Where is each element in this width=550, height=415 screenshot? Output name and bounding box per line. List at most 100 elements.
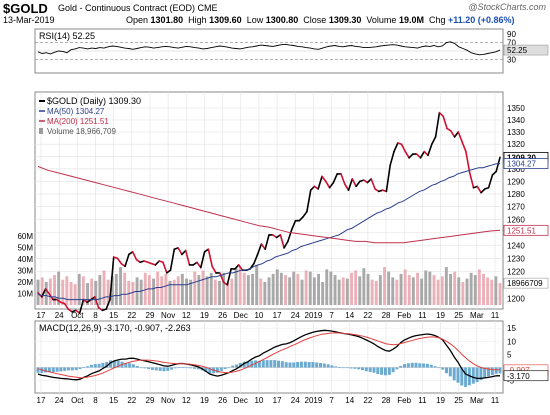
volume-bar xyxy=(411,277,415,305)
gold-price-segment xyxy=(419,150,426,159)
macd-histogram-bar xyxy=(139,367,143,369)
volume-bar xyxy=(387,271,391,305)
gold-price-segment xyxy=(131,251,138,261)
macd-histogram-bar xyxy=(353,367,357,369)
volume-bar xyxy=(61,279,65,305)
volume-bar xyxy=(366,273,370,305)
gold-price-segment xyxy=(461,141,467,153)
macd-histogram-bar xyxy=(97,363,101,368)
volume-bar xyxy=(193,271,197,305)
macd-histogram-bar xyxy=(429,364,433,368)
macd-histogram-bar xyxy=(143,367,147,369)
volume-bar xyxy=(350,272,353,305)
rsi-tick-label: 90 xyxy=(507,30,516,39)
volume-bar xyxy=(139,279,143,305)
volume-bar xyxy=(354,270,358,305)
macd-histogram-bar xyxy=(380,367,384,375)
volume-bar xyxy=(81,276,85,306)
gold-price-segment xyxy=(237,264,244,272)
macd-histogram-bar xyxy=(498,367,502,374)
volume-tick-label: 60M xyxy=(17,232,33,241)
volume-bar xyxy=(325,269,329,305)
volume-bar xyxy=(152,278,155,305)
macd-histogram-bar xyxy=(254,360,258,368)
volume-bar xyxy=(156,271,160,305)
macd-histogram-bar xyxy=(303,361,307,368)
macd-histogram-bar xyxy=(223,367,227,370)
price-x-tick-label: 10 xyxy=(254,311,263,320)
macd-histogram-bar xyxy=(437,367,441,369)
volume-bar xyxy=(407,275,411,305)
macd-histogram-bar xyxy=(215,367,219,373)
macd-histogram-bar xyxy=(124,363,128,368)
volume-bar xyxy=(498,283,502,305)
price-x-tick-label: Feb xyxy=(397,311,411,320)
macd-x-tick-label: 10 xyxy=(254,396,263,405)
macd-histogram-bar xyxy=(383,367,387,376)
gold-price-segment xyxy=(253,253,259,265)
gold-price-segment xyxy=(343,183,350,191)
macd-histogram-bar xyxy=(116,360,120,368)
macd-histogram-bar xyxy=(208,367,212,374)
macd-x-tick-label: 17 xyxy=(273,396,282,405)
gold-price-segment xyxy=(370,178,376,190)
volume-bar xyxy=(374,280,378,305)
volume-bar xyxy=(329,271,333,305)
macd-histogram-bar xyxy=(273,360,277,368)
macd-histogram-bar xyxy=(231,365,235,368)
signal-line xyxy=(37,332,500,379)
macd-histogram-bar xyxy=(338,367,342,368)
volume-bar xyxy=(94,280,98,305)
volume-bar xyxy=(403,269,407,305)
macd-histogram-bar xyxy=(36,367,40,373)
macd-x-tick-label: 11 xyxy=(491,396,500,405)
price-tick-label: 1320 xyxy=(507,140,525,149)
ma-200--line xyxy=(37,165,501,244)
macd-histogram-bar xyxy=(89,364,93,368)
volume-bar xyxy=(378,275,382,305)
volume-bar xyxy=(255,264,259,306)
volume-bar xyxy=(53,275,56,305)
macd-x-tick-label: 24 xyxy=(291,396,300,405)
macd-x-tick-label: 22 xyxy=(127,396,136,405)
close-value: 1309.30 xyxy=(328,15,362,25)
macd-histogram-bar xyxy=(177,367,181,368)
gold-price-segment xyxy=(306,189,312,213)
price-last-tag-value: 1309.30 xyxy=(507,153,536,162)
macd-histogram-bar xyxy=(101,362,105,368)
volume-bar xyxy=(147,275,151,305)
macd-histogram-bar xyxy=(460,367,464,386)
macd-x-tick-label: 8 xyxy=(93,396,98,405)
volume-bar xyxy=(189,279,193,305)
gold-price-segment xyxy=(438,111,445,118)
macd-histogram-bar xyxy=(154,367,158,371)
price-x-tick-label: Dec xyxy=(234,311,248,320)
macd-histogram-bar xyxy=(372,367,376,373)
macd-histogram-bar xyxy=(326,364,330,368)
volume-bar xyxy=(486,277,490,305)
gold-price-segment xyxy=(434,111,441,138)
rsi-tick-label: 70 xyxy=(507,39,516,48)
macd-histogram-bar xyxy=(334,366,338,368)
macd-histogram-bar xyxy=(170,367,174,370)
gold-price-segment xyxy=(487,174,494,189)
volume-bar xyxy=(275,269,279,305)
macd-histogram-bar xyxy=(269,360,273,368)
gold-price-segment xyxy=(468,171,475,189)
volume-bar xyxy=(428,271,432,305)
volume-bar xyxy=(259,278,263,305)
gold-price-segment xyxy=(290,219,297,231)
macd-histogram-bar xyxy=(433,366,437,368)
gold-price-segment xyxy=(184,249,191,266)
gold-price-segment xyxy=(480,188,486,194)
volume-bar xyxy=(292,271,296,305)
price-x-tick-label: 19 xyxy=(200,311,209,320)
gold-price-segment xyxy=(328,181,335,189)
macd-histogram-bar xyxy=(109,360,112,368)
stockcharts-watermark[interactable]: @StockCharts.com xyxy=(468,2,546,12)
gold-price-segment xyxy=(260,243,267,250)
volume-bar xyxy=(213,279,217,305)
open-label: Open xyxy=(126,15,149,25)
macd-histogram-bar xyxy=(70,367,74,371)
volume-bar xyxy=(449,273,452,305)
